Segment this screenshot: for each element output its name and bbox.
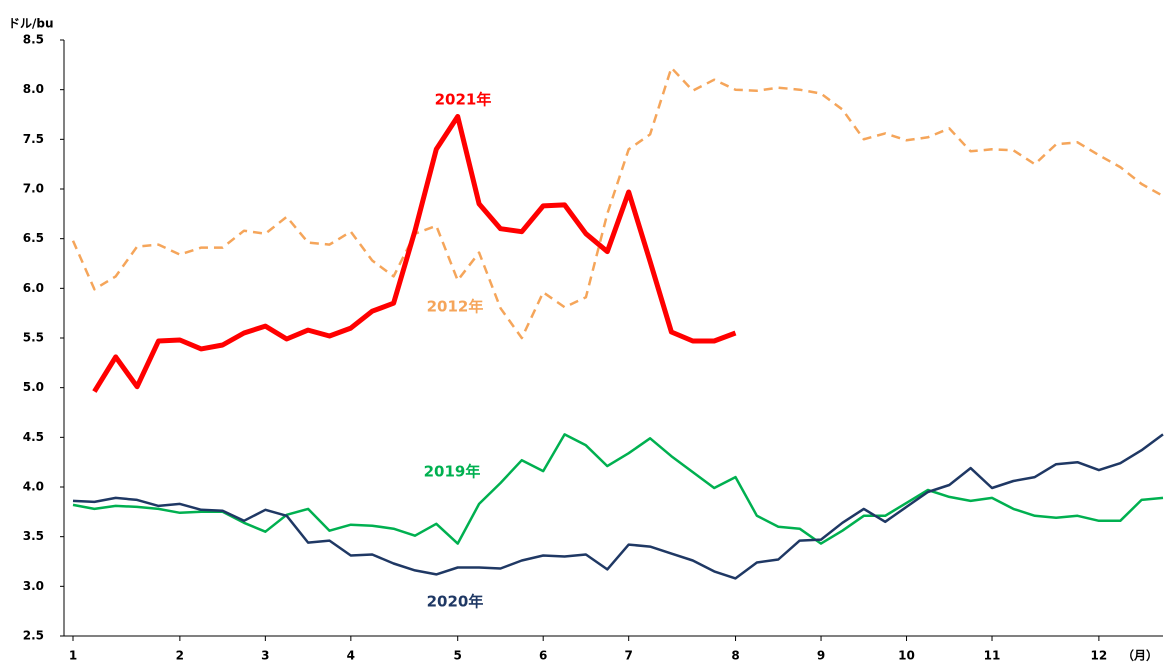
x-tick-label: 4 [347, 649, 355, 663]
y-tick-label: 4.0 [23, 480, 44, 494]
x-tick-label: 7 [625, 649, 633, 663]
x-tick-label: 2 [176, 649, 184, 663]
y-axis-label: ドル/bu [8, 17, 54, 31]
y-tick-label: 7.0 [23, 182, 44, 196]
y-tick-label: 8.5 [23, 33, 44, 47]
series-name: 2021年 [435, 91, 492, 109]
x-axis-label: （月） [1122, 648, 1158, 663]
series-line [92, 114, 737, 393]
y-tick-label: 6.5 [23, 231, 44, 245]
y-tick-label: 7.5 [23, 132, 44, 146]
x-tick-label: 5 [454, 649, 462, 663]
y-tick-label: 6.0 [23, 281, 44, 295]
x-tick-label: 12 [1091, 649, 1108, 663]
series-name: 2020年 [427, 593, 484, 611]
x-tick-label: 9 [817, 649, 825, 663]
y-tick-label: 5.5 [23, 331, 44, 345]
y-tick-label: 2.5 [23, 629, 44, 643]
x-tick-label: 6 [539, 649, 547, 663]
series-line [72, 433, 1164, 580]
y-tick-label: 8.0 [23, 82, 44, 96]
series-line [72, 433, 1164, 545]
series-name: 2019年 [424, 463, 481, 481]
series-name: 2012年 [427, 298, 484, 316]
x-tick-label: 1 [69, 649, 77, 663]
series-line [71, 66, 1164, 340]
y-tick-label: 4.5 [23, 430, 44, 444]
x-tick-label: 10 [898, 649, 915, 663]
y-tick-label: 3.0 [23, 579, 44, 593]
y-tick-label: 5.0 [23, 380, 44, 394]
x-tick-label: 8 [731, 649, 739, 663]
x-tick-label: 11 [984, 649, 1001, 663]
y-tick-label: 3.5 [23, 529, 44, 543]
x-tick-label: 3 [261, 649, 269, 663]
